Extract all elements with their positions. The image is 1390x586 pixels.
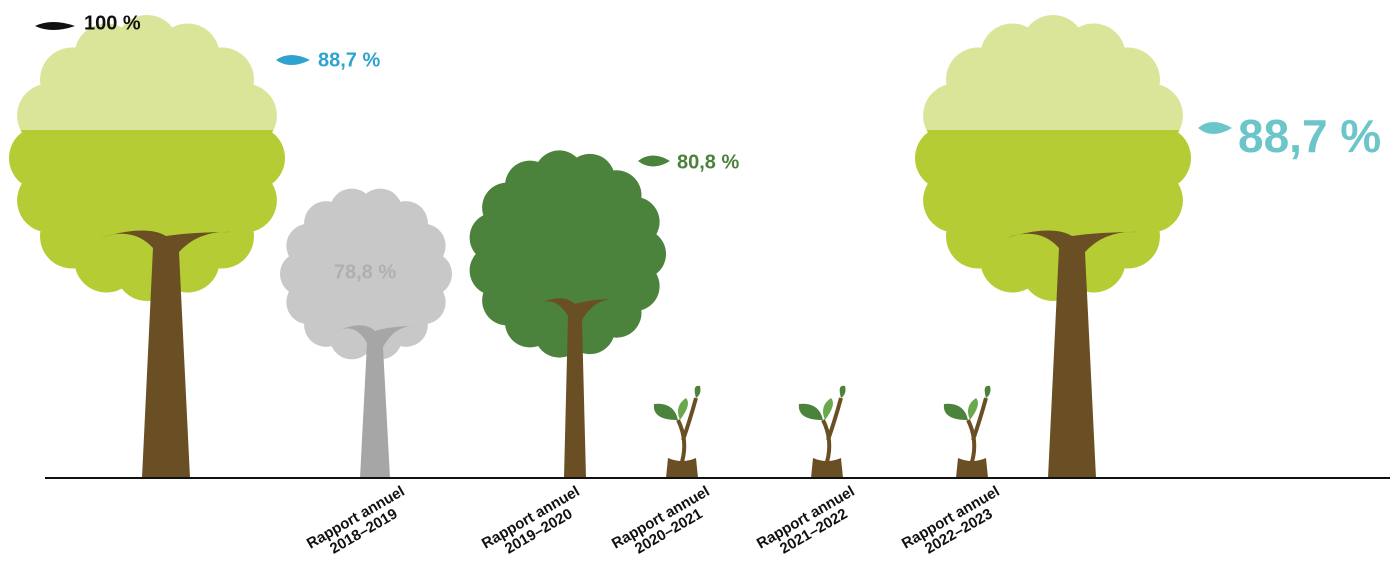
sprout-stem [676,397,698,463]
trunk [335,325,415,478]
marker-label: 100 % [84,12,141,34]
crown-top [9,15,285,130]
crown-lobe [609,196,660,247]
crown-lobe [401,223,446,268]
sprout-leaf [823,398,833,420]
sprout-leaf [798,403,823,420]
crown-group [9,15,285,301]
category-label: Rapport annuel 2021–2022 [754,483,858,558]
leaf-icon [35,22,75,30]
trees [9,15,1191,478]
sprout-stem [966,397,988,463]
sprout-leaf [678,398,688,420]
sprout-leaf [943,403,968,420]
trunk [535,298,615,478]
leaf-icon [638,155,670,167]
trunk [1006,230,1138,478]
marker-label: 78,8 % [334,261,396,283]
marker-label: 88,7 % [318,49,380,71]
sprout-leaf [984,385,991,398]
leaf-icon [1198,122,1232,134]
category-label: Rapport annuel 2018–2019 [304,483,408,558]
category-label: Rapport annuel 2020–2021 [609,483,713,558]
sprout-pot [956,458,988,478]
marker-label: 80,8 % [677,151,739,173]
marker-label: 88,7 % [1238,110,1381,162]
category-label: Rapport annuel 2022–2023 [899,483,1003,558]
sprout-leaf [694,385,701,398]
trunk [100,230,232,478]
leaf-icon [276,55,310,65]
sprout-leaf [653,403,678,420]
sprout-stem [821,397,843,463]
crown-bottom [9,130,285,301]
sprout-leaf [839,385,846,398]
sprout-leaf [968,398,978,420]
crown-top [915,15,1191,130]
category-label: Rapport annuel 2019–2020 [479,483,583,558]
sprout-pot [666,458,698,478]
crown-bottom [915,130,1191,301]
crown-group [915,15,1191,301]
sprout-pot [811,458,843,478]
